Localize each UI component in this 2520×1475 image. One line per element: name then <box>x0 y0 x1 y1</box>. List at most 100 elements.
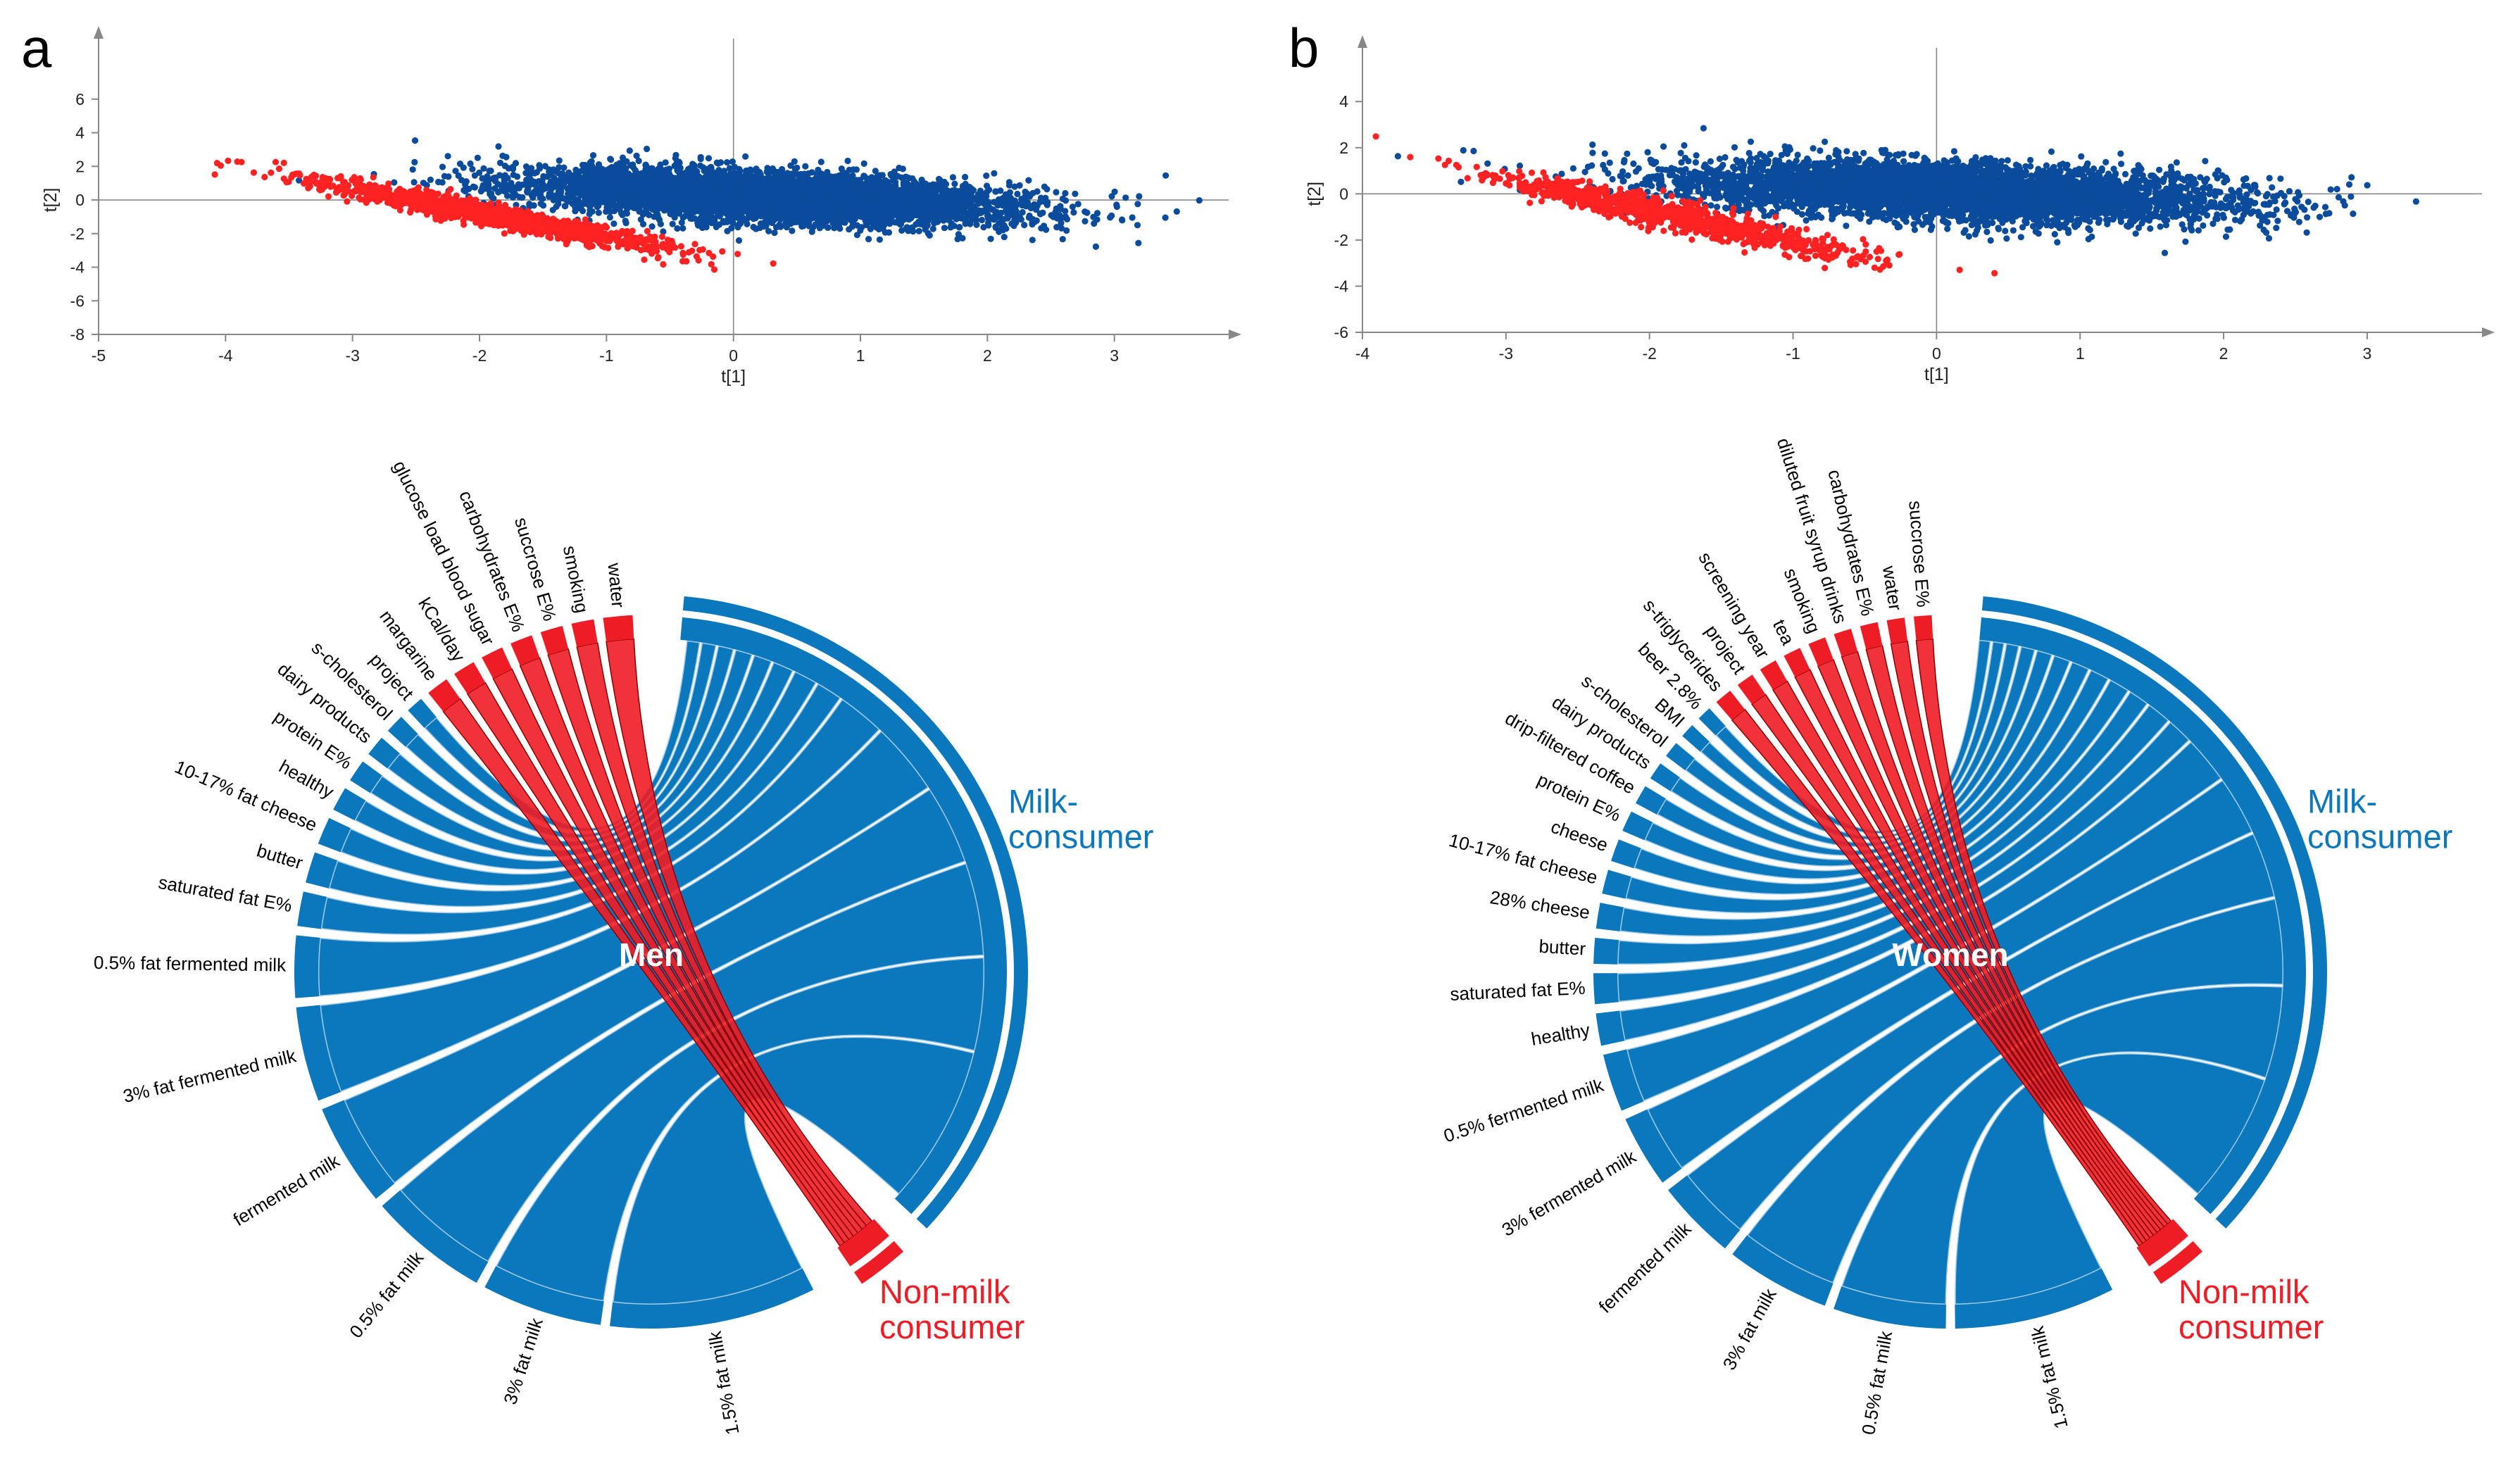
scatter-point <box>632 172 639 179</box>
scatter-point <box>844 157 851 165</box>
scatter-point <box>899 165 906 172</box>
scatter-point <box>439 163 446 170</box>
scatter-point <box>824 168 831 176</box>
scatter-point <box>409 166 416 173</box>
scatter-point <box>480 165 487 172</box>
scatter-point <box>411 137 419 144</box>
scatter-point <box>656 199 663 206</box>
scatter-point <box>805 170 812 177</box>
scatter-point <box>872 168 879 175</box>
y-tick-label: 0 <box>75 191 84 209</box>
scatter-point <box>547 171 554 178</box>
scatter-point <box>540 202 547 209</box>
scatter-point <box>496 159 504 166</box>
scatter-point <box>1082 218 1089 225</box>
scatter-point <box>682 170 689 177</box>
scatter-point <box>669 220 676 227</box>
x-tick-label: 1 <box>856 346 865 365</box>
scatter-point <box>642 203 649 211</box>
scatter-point <box>296 177 303 184</box>
scatter-point <box>1025 214 1032 221</box>
scatter-point <box>1108 212 1115 219</box>
scatter-point <box>1021 196 1028 203</box>
scatter-point <box>941 225 948 232</box>
scatter-point <box>824 224 832 231</box>
scatter-point <box>576 168 583 175</box>
scatter-point <box>771 230 778 237</box>
scatter-point <box>526 165 533 172</box>
scatter-point <box>724 159 731 166</box>
scatter-point <box>876 236 883 243</box>
scatter-point <box>560 164 568 171</box>
scatter-point <box>691 215 698 222</box>
scatter-point <box>1136 193 1143 200</box>
scatter-point <box>462 181 469 188</box>
scatter-point <box>504 192 511 199</box>
scatter-point <box>763 168 770 175</box>
scatter-point <box>495 143 502 150</box>
scatter-point <box>559 170 566 177</box>
scatter-point <box>1021 222 1028 229</box>
scatter-point <box>742 153 749 160</box>
scatter-point <box>623 210 631 217</box>
scatter-point <box>514 173 521 180</box>
x-tick-label: 0 <box>729 346 738 365</box>
scatter-point <box>1084 209 1091 216</box>
scatter-point <box>973 221 980 228</box>
y-axis-arrow <box>94 26 104 39</box>
x-tick-label: 2 <box>983 346 992 365</box>
scatter-point <box>847 216 854 223</box>
scatter-point <box>996 228 1003 235</box>
scatter-point <box>501 175 508 182</box>
scatter-point <box>897 221 904 228</box>
scatter-point <box>733 212 740 219</box>
y-axis-title: t[2] <box>41 188 61 213</box>
scatter-point <box>1057 203 1064 210</box>
scatter-point <box>678 219 685 226</box>
scatter-point <box>696 180 703 187</box>
scatter-point <box>991 199 998 206</box>
scatter-point <box>1041 222 1048 230</box>
scatter-point <box>893 205 900 212</box>
scatter-point <box>978 216 986 224</box>
y-tick-label: 2 <box>75 157 84 175</box>
scatter-point <box>808 228 815 235</box>
y-tick-label: 6 <box>75 90 84 108</box>
scatter-point <box>942 186 949 193</box>
scatter-point <box>915 227 922 234</box>
scatter-point <box>705 155 713 162</box>
scatter-point <box>954 235 961 243</box>
scatter-series-milk-consumer <box>296 137 1203 250</box>
scatter-point <box>932 189 939 196</box>
scatter-point <box>802 163 809 170</box>
scatter-point <box>987 235 994 242</box>
scatter-point <box>791 158 798 165</box>
scatter-point <box>1134 222 1141 229</box>
scatter-point <box>1122 194 1129 201</box>
scatter-point <box>607 156 614 163</box>
scatter-point <box>1070 209 1077 216</box>
x-tick-label: -2 <box>472 346 487 365</box>
scatter-point <box>1162 214 1169 221</box>
scatter-point <box>485 186 492 194</box>
scatter-point <box>495 189 502 196</box>
scatter-point <box>620 158 627 165</box>
scatter-point <box>1052 208 1059 215</box>
scatter-point <box>873 182 880 189</box>
scatter-point <box>677 164 684 172</box>
scatter-point <box>620 191 627 198</box>
scatter-point <box>782 199 789 206</box>
scatter-point <box>622 220 629 227</box>
scatter-point <box>503 187 510 194</box>
scatter-point <box>986 205 993 212</box>
scatter-point <box>644 145 651 153</box>
scatter-point <box>709 217 716 224</box>
scatter-point <box>441 172 449 180</box>
x-tick-label: -5 <box>92 346 106 365</box>
scatter-point <box>510 184 517 191</box>
scatter-point <box>587 206 594 213</box>
scatter-point <box>753 225 760 232</box>
scatter-point <box>793 190 800 197</box>
